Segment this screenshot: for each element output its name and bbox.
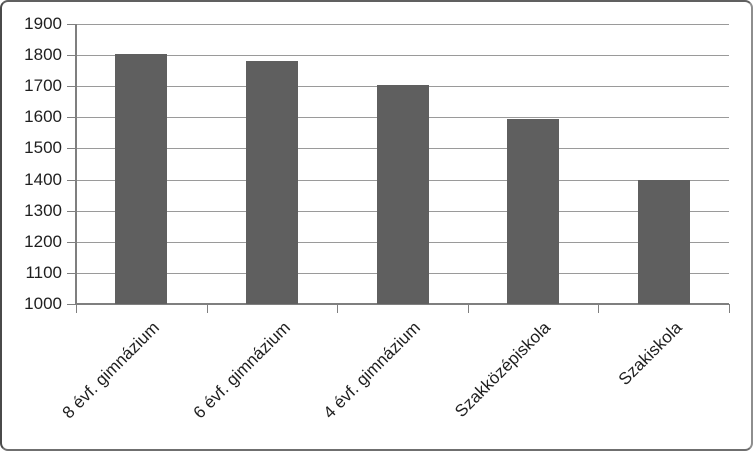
x-tick bbox=[598, 304, 599, 313]
bar bbox=[246, 61, 298, 304]
y-tick-label: 1500 bbox=[24, 138, 62, 157]
y-tick bbox=[67, 86, 75, 87]
y-tick bbox=[67, 211, 75, 212]
x-axis-line bbox=[76, 303, 729, 305]
x-tick bbox=[76, 304, 77, 313]
category-label: Szakiskola bbox=[614, 318, 686, 389]
gridline bbox=[76, 24, 729, 25]
y-tick bbox=[67, 117, 75, 118]
bar bbox=[638, 180, 690, 304]
y-tick bbox=[67, 24, 75, 25]
y-tick bbox=[67, 242, 75, 243]
category-label: 8 évf. gimnázium bbox=[58, 318, 163, 423]
y-tick-label: 1300 bbox=[24, 201, 62, 220]
bar bbox=[115, 54, 167, 304]
x-tick bbox=[729, 304, 730, 313]
y-tick-label: 1900 bbox=[24, 14, 62, 33]
y-tick-label: 1800 bbox=[24, 45, 62, 64]
y-tick-label: 1400 bbox=[24, 170, 62, 189]
y-tick bbox=[67, 273, 75, 274]
y-tick bbox=[67, 180, 75, 181]
bar bbox=[507, 119, 559, 304]
y-tick-label: 1700 bbox=[24, 76, 62, 95]
y-tick-label: 1600 bbox=[24, 107, 62, 126]
gridline bbox=[76, 55, 729, 56]
bar bbox=[377, 85, 429, 304]
category-label: 6 évf. gimnázium bbox=[189, 318, 294, 423]
y-tick bbox=[67, 304, 75, 305]
y-tick-label: 1100 bbox=[25, 263, 62, 282]
x-tick bbox=[207, 304, 208, 313]
x-tick bbox=[337, 304, 338, 313]
y-tick-label: 1200 bbox=[24, 232, 62, 251]
y-tick bbox=[67, 148, 75, 149]
category-label: 4 évf. gimnázium bbox=[319, 318, 424, 423]
y-tick bbox=[67, 55, 75, 56]
x-tick bbox=[468, 304, 469, 313]
category-label: Szakközépiskola bbox=[451, 318, 555, 421]
y-tick-label: 1000 bbox=[24, 294, 62, 313]
y-axis-line bbox=[75, 24, 77, 305]
